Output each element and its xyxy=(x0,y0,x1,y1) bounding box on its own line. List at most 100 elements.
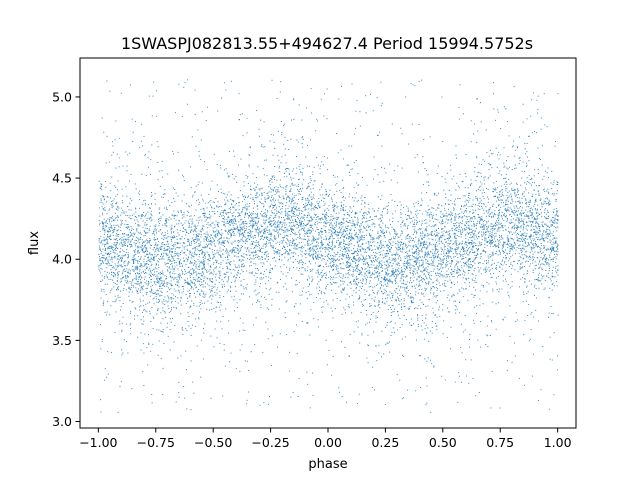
data-point xyxy=(387,342,389,344)
data-point xyxy=(223,344,225,346)
data-point xyxy=(387,250,389,252)
data-point xyxy=(163,282,165,284)
data-point xyxy=(149,310,151,312)
data-point xyxy=(338,273,340,275)
data-point xyxy=(356,200,358,202)
data-point xyxy=(498,239,500,241)
data-point xyxy=(101,263,103,265)
data-point xyxy=(364,293,366,295)
data-point xyxy=(160,290,162,292)
data-point xyxy=(355,127,357,129)
data-point xyxy=(272,229,274,231)
data-point xyxy=(493,108,495,110)
data-point xyxy=(293,118,295,120)
data-point xyxy=(321,259,323,261)
data-point xyxy=(107,252,109,254)
data-point xyxy=(441,176,443,178)
data-point xyxy=(303,247,305,249)
data-point xyxy=(297,209,299,211)
data-point xyxy=(512,146,514,148)
data-point xyxy=(441,231,443,233)
data-point xyxy=(268,206,270,208)
data-point xyxy=(189,226,191,228)
data-point xyxy=(367,211,369,213)
data-point xyxy=(242,194,244,196)
data-point xyxy=(160,312,162,314)
data-point xyxy=(528,160,530,162)
data-point xyxy=(139,252,141,254)
data-point xyxy=(537,173,539,175)
data-point xyxy=(399,379,401,381)
data-point xyxy=(420,79,422,81)
data-point xyxy=(303,206,305,208)
data-point xyxy=(504,316,506,318)
data-point xyxy=(521,266,523,268)
data-point xyxy=(507,235,509,237)
data-point xyxy=(158,298,160,300)
data-point xyxy=(188,266,190,268)
data-point xyxy=(124,241,126,243)
data-point xyxy=(337,252,339,254)
data-point xyxy=(224,273,226,275)
data-point xyxy=(543,175,545,177)
data-point xyxy=(117,287,119,289)
data-point xyxy=(262,247,264,249)
data-point xyxy=(294,184,296,186)
data-point xyxy=(150,275,152,277)
data-point xyxy=(344,309,346,311)
data-point xyxy=(290,179,292,181)
data-point xyxy=(394,271,396,273)
data-point xyxy=(101,117,103,119)
data-point xyxy=(155,277,157,279)
data-point xyxy=(102,195,104,197)
data-point xyxy=(228,275,230,277)
data-point xyxy=(129,180,131,182)
data-point xyxy=(241,219,243,221)
data-point xyxy=(364,272,366,274)
data-point xyxy=(387,266,389,268)
data-point xyxy=(342,207,344,209)
data-point xyxy=(295,253,297,255)
chart-title: 1SWASPJ082813.55+494627.4 Period 15994.5… xyxy=(121,34,533,53)
data-point xyxy=(326,266,328,268)
data-point xyxy=(423,257,425,259)
data-point xyxy=(186,282,188,284)
data-point xyxy=(188,224,190,226)
data-point xyxy=(290,230,292,232)
data-point xyxy=(174,262,176,264)
data-point xyxy=(441,223,443,225)
data-point xyxy=(140,217,142,219)
data-point xyxy=(166,230,168,232)
data-point xyxy=(271,79,273,81)
data-point xyxy=(371,274,373,276)
data-point xyxy=(381,195,383,197)
data-point xyxy=(516,183,518,185)
data-point xyxy=(277,241,279,243)
data-point xyxy=(307,200,309,202)
data-point xyxy=(127,255,129,257)
data-point xyxy=(388,258,390,260)
data-point xyxy=(155,225,157,227)
data-point xyxy=(270,215,272,217)
data-point xyxy=(251,189,253,191)
data-point xyxy=(477,248,479,250)
data-point xyxy=(310,188,312,190)
data-point xyxy=(239,235,241,237)
data-point xyxy=(256,228,258,230)
data-point xyxy=(213,243,215,245)
data-point xyxy=(287,235,289,237)
data-point xyxy=(104,243,106,245)
data-point xyxy=(245,287,247,289)
data-point xyxy=(441,216,443,218)
data-point xyxy=(168,216,170,218)
data-point xyxy=(140,266,142,268)
data-point xyxy=(508,221,510,223)
data-point xyxy=(455,226,457,228)
data-point xyxy=(122,277,124,279)
data-point xyxy=(162,176,164,178)
data-point xyxy=(312,257,314,259)
data-point xyxy=(151,289,153,291)
data-point xyxy=(343,248,345,250)
data-point xyxy=(468,269,470,271)
data-point xyxy=(315,219,317,221)
